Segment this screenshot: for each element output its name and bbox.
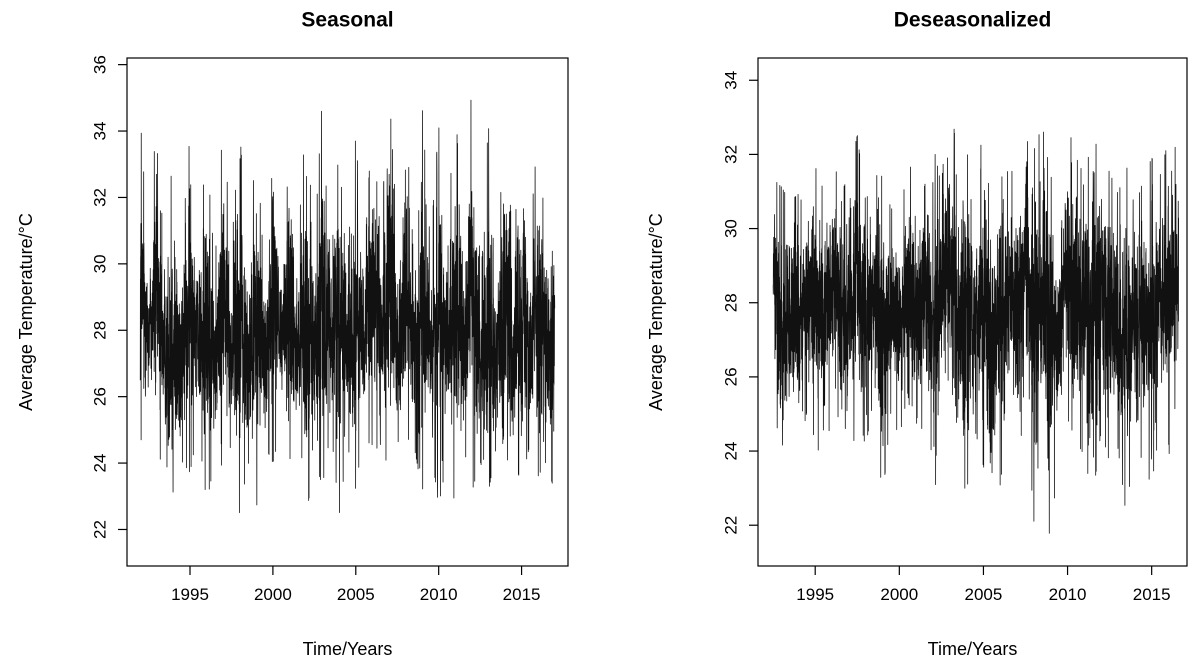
deseasonalized-y-tick-label: 34 — [722, 71, 741, 90]
deseasonalized-x-tick-label: 2005 — [965, 585, 1003, 604]
seasonal-x-tick-label: 2000 — [254, 585, 292, 604]
deseasonalized-plot-frame — [757, 57, 1188, 567]
seasonal-y-tick-label: 36 — [91, 55, 110, 74]
deseasonalized-x-tick-label: 1995 — [796, 585, 834, 604]
deseasonalized-y-tick-label: 24 — [722, 442, 741, 461]
deseasonalized-y-axis-label: Average Temperature/°C — [646, 213, 666, 411]
deseasonalized-x-tick-label: 2010 — [1049, 585, 1087, 604]
deseasonalized-x-axis-label: Time/Years — [928, 639, 1018, 659]
seasonal-plot-frame — [126, 57, 569, 567]
seasonal-series-line — [139, 99, 556, 514]
seasonal-y-tick-label: 26 — [91, 387, 110, 406]
seasonal-title: Seasonal — [301, 9, 393, 32]
seasonal-y-tick-label: 30 — [91, 254, 110, 273]
deseasonalized-y-tick-label: 26 — [722, 367, 741, 386]
seasonal-y-tick-label: 34 — [91, 122, 110, 141]
deseasonalized-y-tick-label: 22 — [722, 516, 741, 535]
seasonal-x-axis-label: Time/Years — [303, 639, 393, 659]
seasonal-y-tick-label: 22 — [91, 520, 110, 539]
deseasonalized-title: Deseasonalized — [894, 9, 1052, 32]
seasonal-y-tick-label: 24 — [91, 454, 110, 473]
seasonal-x-tick-label: 2010 — [420, 585, 458, 604]
seasonal-panel: 1995 2000 2005 2010 2015 22 24 26 28 30 32 34 36 Seas… — [16, 9, 569, 659]
seasonal-x-tick-label: 2015 — [503, 585, 541, 604]
seasonal-y-tick-label: 32 — [91, 188, 110, 207]
deseasonalized-x-tick-label: 2000 — [880, 585, 918, 604]
deseasonalized-series-line — [772, 128, 1179, 534]
seasonal-x-tick-label: 2005 — [337, 585, 375, 604]
deseasonalized-y-tick-label: 30 — [722, 219, 741, 238]
deseasonalized-x-tick-label: 2015 — [1133, 585, 1171, 604]
seasonal-y-tick-label: 28 — [91, 321, 110, 340]
deseasonalized-y-tick-label: 32 — [722, 145, 741, 164]
deseasonalized-panel: 1995 2000 2005 2010 2015 22 24 26 28 30 32 34 Deseas… — [646, 9, 1188, 659]
seasonal-y-axis-label: Average Temperature/°C — [16, 213, 36, 411]
seasonal-x-tick-label: 1995 — [171, 585, 209, 604]
deseasonalized-y-tick-label: 28 — [722, 293, 741, 312]
